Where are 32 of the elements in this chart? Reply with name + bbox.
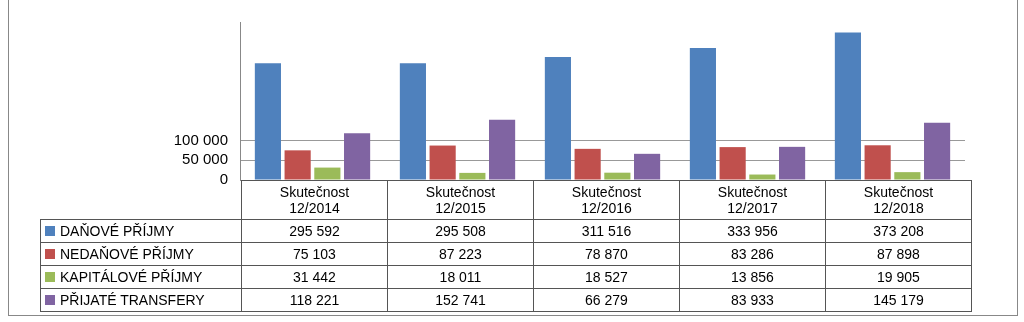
legend-label: PŘIJATÉ TRANSFERY (40, 288, 242, 312)
y-tick-label: 100 000 (173, 130, 228, 148)
data-label: 152 741 (387, 288, 534, 312)
data-label: 311 516 (533, 219, 680, 243)
data-label: 83 286 (679, 242, 826, 266)
data-label: 18 011 (387, 265, 534, 289)
x-tick-label: Skutečnost 12/2018 (825, 180, 972, 220)
y-tick-label: 50 000 (182, 150, 228, 168)
x-tick-label: Skutečnost 12/2016 (533, 180, 680, 220)
legend-label: KAPITÁLOVÉ PŘÍJMY (40, 265, 242, 289)
data-label: 18 527 (533, 265, 680, 289)
data-label: 295 592 (241, 219, 388, 243)
x-tick-label: Skutečnost 12/2017 (679, 180, 826, 220)
data-label: 87 223 (387, 242, 534, 266)
legend-label: DAŇOVÉ PŘÍJMY (40, 219, 242, 243)
x-tick-label: Skutečnost 12/2014 (241, 180, 388, 220)
x-tick-label: Skutečnost 12/2015 (387, 180, 534, 220)
data-label: 373 208 (825, 219, 972, 243)
y-tick-label: 0 (219, 170, 228, 188)
data-label: 145 179 (825, 288, 972, 312)
data-label: 13 856 (679, 265, 826, 289)
data-label: 118 221 (241, 288, 388, 312)
data-label: 78 870 (533, 242, 680, 266)
data-label: 66 279 (533, 288, 680, 312)
data-label: 31 442 (241, 265, 388, 289)
legend-label: NEDAŇOVÉ PŘÍJMY (40, 242, 242, 266)
data-label: 83 933 (679, 288, 826, 312)
data-label: 75 103 (241, 242, 388, 266)
data-label: 333 956 (679, 219, 826, 243)
data-label: 19 905 (825, 265, 972, 289)
data-label: 87 898 (825, 242, 972, 266)
data-label: 295 508 (387, 219, 534, 243)
